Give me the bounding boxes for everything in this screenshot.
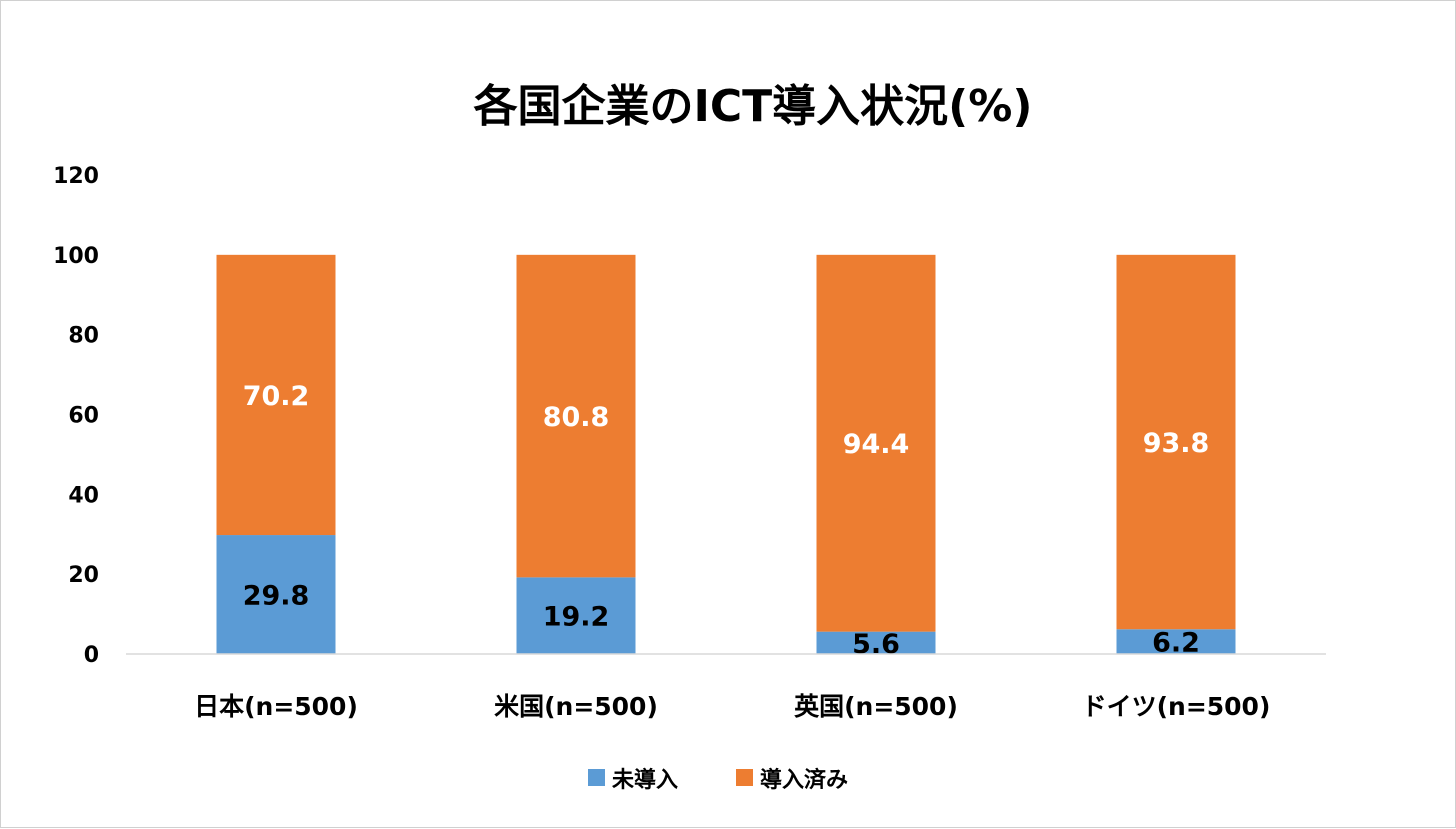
bar-not-adopted — [1116, 629, 1236, 654]
y-tick-label: 0 — [84, 643, 99, 668]
bar-not-adopted — [816, 631, 936, 654]
y-tick-label: 100 — [53, 244, 99, 269]
data-label: 29.8 — [243, 581, 310, 612]
data-label: 94.4 — [843, 429, 910, 460]
chart-title: 各国企業のICT導入状況(%) — [474, 81, 1033, 132]
data-label: 5.6 — [852, 629, 900, 660]
bar-not-adopted — [216, 535, 336, 654]
legend-label: 未導入 — [612, 767, 678, 793]
bar-not-adopted — [516, 577, 636, 654]
data-label: 80.8 — [543, 402, 610, 433]
x-axis: 日本(n=500) 米国(n=500) 英国(n=500) ドイツ(n=500) — [194, 692, 1270, 721]
y-tick-label: 60 — [68, 404, 99, 429]
category-label: 日本(n=500) — [194, 692, 358, 721]
bar-adopted — [1116, 254, 1236, 630]
legend-label: 導入済み — [760, 767, 848, 793]
bar-adopted — [216, 254, 336, 536]
legend: 未導入 導入済み — [588, 767, 848, 793]
y-axis: 0 20 40 60 80 100 120 — [53, 164, 99, 668]
y-tick-label: 40 — [68, 483, 99, 508]
legend-swatch — [736, 769, 753, 786]
bars: 29.870.219.280.85.694.46.293.8 — [216, 254, 1236, 660]
category-label: 米国(n=500) — [494, 692, 658, 721]
data-label: 93.8 — [1143, 428, 1210, 459]
y-tick-label: 80 — [68, 324, 99, 349]
legend-swatch — [588, 769, 605, 786]
y-tick-label: 120 — [53, 164, 99, 189]
bar-adopted — [516, 254, 636, 578]
bar-adopted — [816, 254, 936, 632]
y-tick-label: 20 — [68, 563, 99, 588]
category-label: 英国(n=500) — [794, 692, 958, 721]
category-label: ドイツ(n=500) — [1082, 692, 1271, 721]
data-label: 70.2 — [243, 381, 310, 412]
data-label: 19.2 — [543, 602, 610, 633]
